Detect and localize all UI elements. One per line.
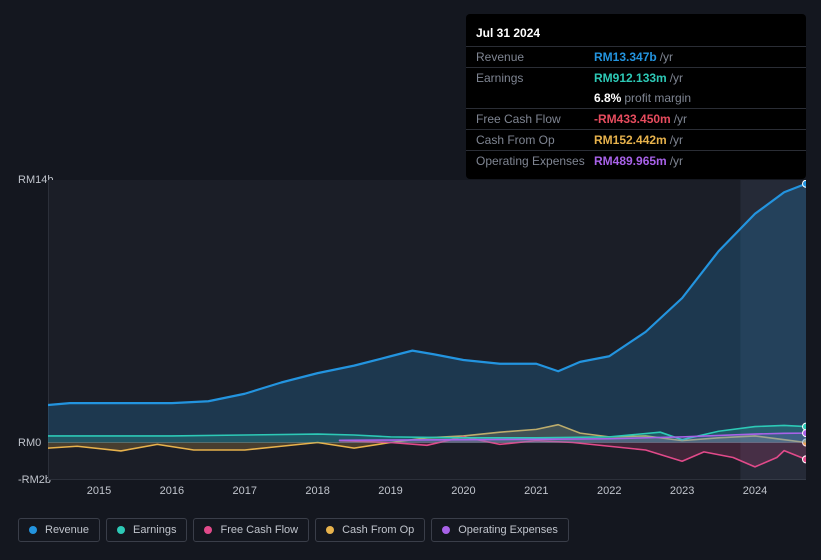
x-tick-label: 2021 bbox=[524, 485, 548, 497]
tooltip-value: 6.8% bbox=[594, 91, 621, 105]
legend-label: Free Cash Flow bbox=[220, 524, 298, 536]
tooltip-row-margin: 6.8% profit margin bbox=[466, 88, 806, 108]
x-tick-label: 2017 bbox=[233, 485, 257, 497]
x-tick-label: 2019 bbox=[378, 485, 402, 497]
tooltip-label: Earnings bbox=[476, 71, 594, 85]
tooltip-panel: Jul 31 2024 Revenue RM13.347b /yr Earnin… bbox=[466, 14, 806, 179]
x-tick-label: 2024 bbox=[743, 485, 767, 497]
tooltip-margin-label: profit margin bbox=[624, 91, 691, 105]
plot-area[interactable] bbox=[48, 180, 806, 480]
y-tick-label: -RM2b bbox=[18, 474, 51, 486]
legend-item-fcf[interactable]: Free Cash Flow bbox=[193, 518, 309, 542]
tooltip-value: -RM433.450m bbox=[594, 112, 671, 126]
legend-item-opex[interactable]: Operating Expenses bbox=[431, 518, 569, 542]
tooltip-row-cfo: Cash From Op RM152.442m /yr bbox=[466, 129, 806, 150]
tooltip-label: Revenue bbox=[476, 50, 594, 64]
tooltip-date: Jul 31 2024 bbox=[466, 22, 806, 46]
legend-swatch-icon bbox=[204, 526, 212, 534]
legend-swatch-icon bbox=[326, 526, 334, 534]
tooltip-label: Cash From Op bbox=[476, 133, 594, 147]
tooltip-suffix: /yr bbox=[670, 71, 683, 85]
chart-container: RM14bRM0-RM2b 20152016201720182019202020… bbox=[18, 158, 806, 513]
tooltip-suffix: /yr bbox=[674, 112, 687, 126]
legend-swatch-icon bbox=[442, 526, 450, 534]
tooltip-row-earnings: Earnings RM912.133m /yr bbox=[466, 67, 806, 88]
chart-svg bbox=[48, 180, 806, 480]
legend-label: Operating Expenses bbox=[458, 524, 558, 536]
tooltip-suffix: /yr bbox=[670, 133, 683, 147]
x-tick-label: 2020 bbox=[451, 485, 475, 497]
tooltip-value: RM13.347b bbox=[594, 50, 657, 64]
legend-item-earnings[interactable]: Earnings bbox=[106, 518, 187, 542]
legend-swatch-icon bbox=[29, 526, 37, 534]
x-tick-label: 2016 bbox=[160, 485, 184, 497]
legend-label: Revenue bbox=[45, 524, 89, 536]
tooltip-value: RM912.133m bbox=[594, 71, 667, 85]
legend-item-revenue[interactable]: Revenue bbox=[18, 518, 100, 542]
tooltip-row-revenue: Revenue RM13.347b /yr bbox=[466, 46, 806, 67]
tooltip-suffix: /yr bbox=[660, 50, 673, 64]
tooltip-row-fcf: Free Cash Flow -RM433.450m /yr bbox=[466, 108, 806, 129]
x-tick-label: 2018 bbox=[305, 485, 329, 497]
x-tick-label: 2022 bbox=[597, 485, 621, 497]
legend-swatch-icon bbox=[117, 526, 125, 534]
tooltip-label: Free Cash Flow bbox=[476, 112, 594, 126]
legend-label: Cash From Op bbox=[342, 524, 414, 536]
x-tick-label: 2015 bbox=[87, 485, 111, 497]
tooltip-value: RM152.442m bbox=[594, 133, 667, 147]
legend: Revenue Earnings Free Cash Flow Cash From O… bbox=[18, 518, 569, 542]
y-tick-label: RM0 bbox=[18, 437, 41, 449]
legend-item-cfo[interactable]: Cash From Op bbox=[315, 518, 425, 542]
legend-label: Earnings bbox=[133, 524, 176, 536]
x-tick-label: 2023 bbox=[670, 485, 694, 497]
